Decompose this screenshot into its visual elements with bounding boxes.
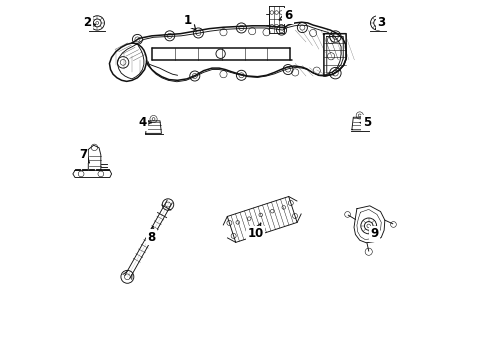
Text: 4: 4 [139,116,151,129]
Text: 10: 10 [247,223,264,240]
Text: 1: 1 [184,14,196,30]
Text: 8: 8 [147,226,155,244]
Text: 3: 3 [375,16,385,29]
Text: 7: 7 [79,148,89,163]
Text: 6: 6 [279,9,292,22]
Text: 2: 2 [83,16,96,29]
Text: 9: 9 [370,227,378,240]
Text: 5: 5 [360,116,371,129]
